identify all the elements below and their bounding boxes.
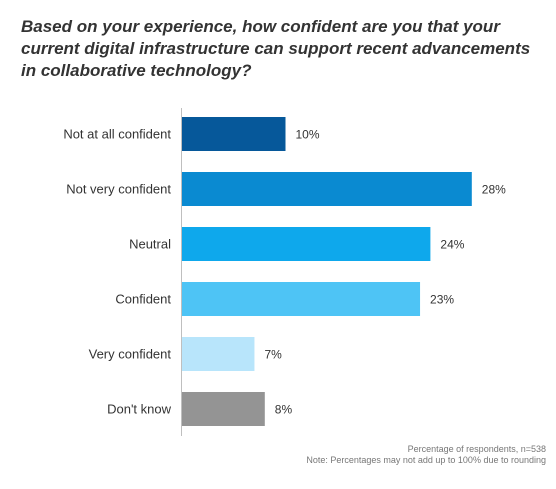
rounding-note: Note: Percentages may not add up to 100%… (306, 455, 546, 465)
value-label-0: 10% (296, 128, 320, 142)
chart-title: Based on your experience, how confident … (21, 17, 531, 80)
bar-3 (182, 282, 421, 316)
bar-1 (182, 172, 472, 206)
category-label-3: Confident (115, 292, 171, 307)
bar-4 (182, 337, 255, 371)
value-label-5: 8% (275, 403, 293, 417)
category-label-5: Don't know (107, 402, 172, 417)
value-label-1: 28% (482, 183, 506, 197)
bar-5 (182, 392, 265, 426)
value-label-3: 23% (430, 293, 454, 307)
bar-0 (182, 117, 286, 151)
bar-chart: Not at all confident 10% Not very confiden… (63, 108, 506, 436)
value-label-4: 7% (264, 348, 282, 362)
value-label-2: 24% (440, 238, 464, 252)
bar-2 (182, 227, 431, 261)
category-label-0: Not at all confident (63, 127, 171, 142)
category-label-1: Not very confident (66, 182, 171, 197)
respondents-note: Percentage of respondents, n=538 (407, 444, 546, 454)
category-label-2: Neutral (129, 237, 171, 252)
footnote: Percentage of respondents, n=538 Note: P… (306, 444, 546, 466)
bars-layer: Not at all confident 10% Not very confiden… (63, 117, 506, 426)
category-label-4: Very confident (89, 347, 172, 362)
